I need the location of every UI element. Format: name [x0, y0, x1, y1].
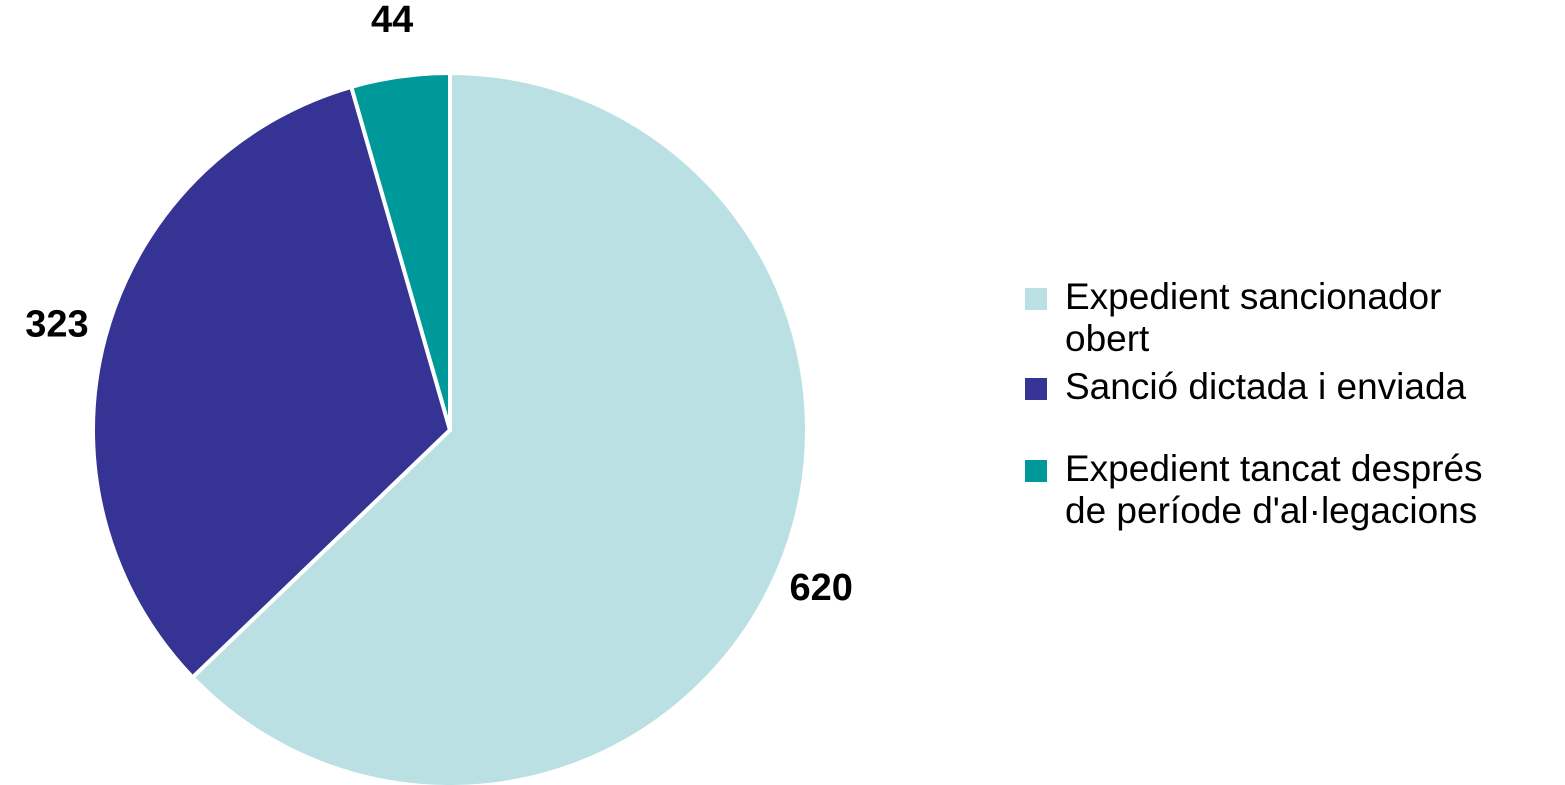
data-label-sancio-dictada-i-enviada: 323 [25, 303, 88, 345]
legend-label-line: Sanció dictada i enviada [1065, 366, 1467, 407]
legend-item-expedient-tancat: Expedient tancat després de període d'al… [1025, 448, 1565, 532]
legend-label-line: Expedient tancat després [1065, 448, 1483, 489]
legend-label-line: obert [1065, 318, 1150, 359]
legend-swatch [1025, 460, 1047, 482]
data-label-expedient-sancionador-obert: 620 [789, 567, 852, 609]
pie-slice-sancio-dictada-i-enviada [91, 84, 452, 680]
legend-item-expedient-sancionador-obert: Expedient sancionador obert [1025, 276, 1565, 360]
legend-swatch [1025, 378, 1047, 400]
data-label-expedient-tancat-despres-de-periode-d-al-legacions: 44 [371, 0, 413, 41]
data-labels: 620 323 44 [25, 0, 853, 609]
legend-label-line: de període d'al·legacions [1065, 490, 1478, 531]
pie-slice-expedient-tancat-despres-de-periode-d-al-legacions [349, 71, 452, 432]
legend-swatch [1025, 288, 1047, 310]
legend: Expedient sancionador obert Sanció dicta… [1025, 276, 1565, 532]
legend-item-sancio-dictada-i-enviada: Sanció dictada i enviada [1025, 366, 1565, 408]
legend-label-line: Expedient sancionador [1065, 276, 1442, 317]
pie-slice-expedient-sancionador-obert [190, 71, 809, 785]
pie-slices [91, 71, 809, 785]
